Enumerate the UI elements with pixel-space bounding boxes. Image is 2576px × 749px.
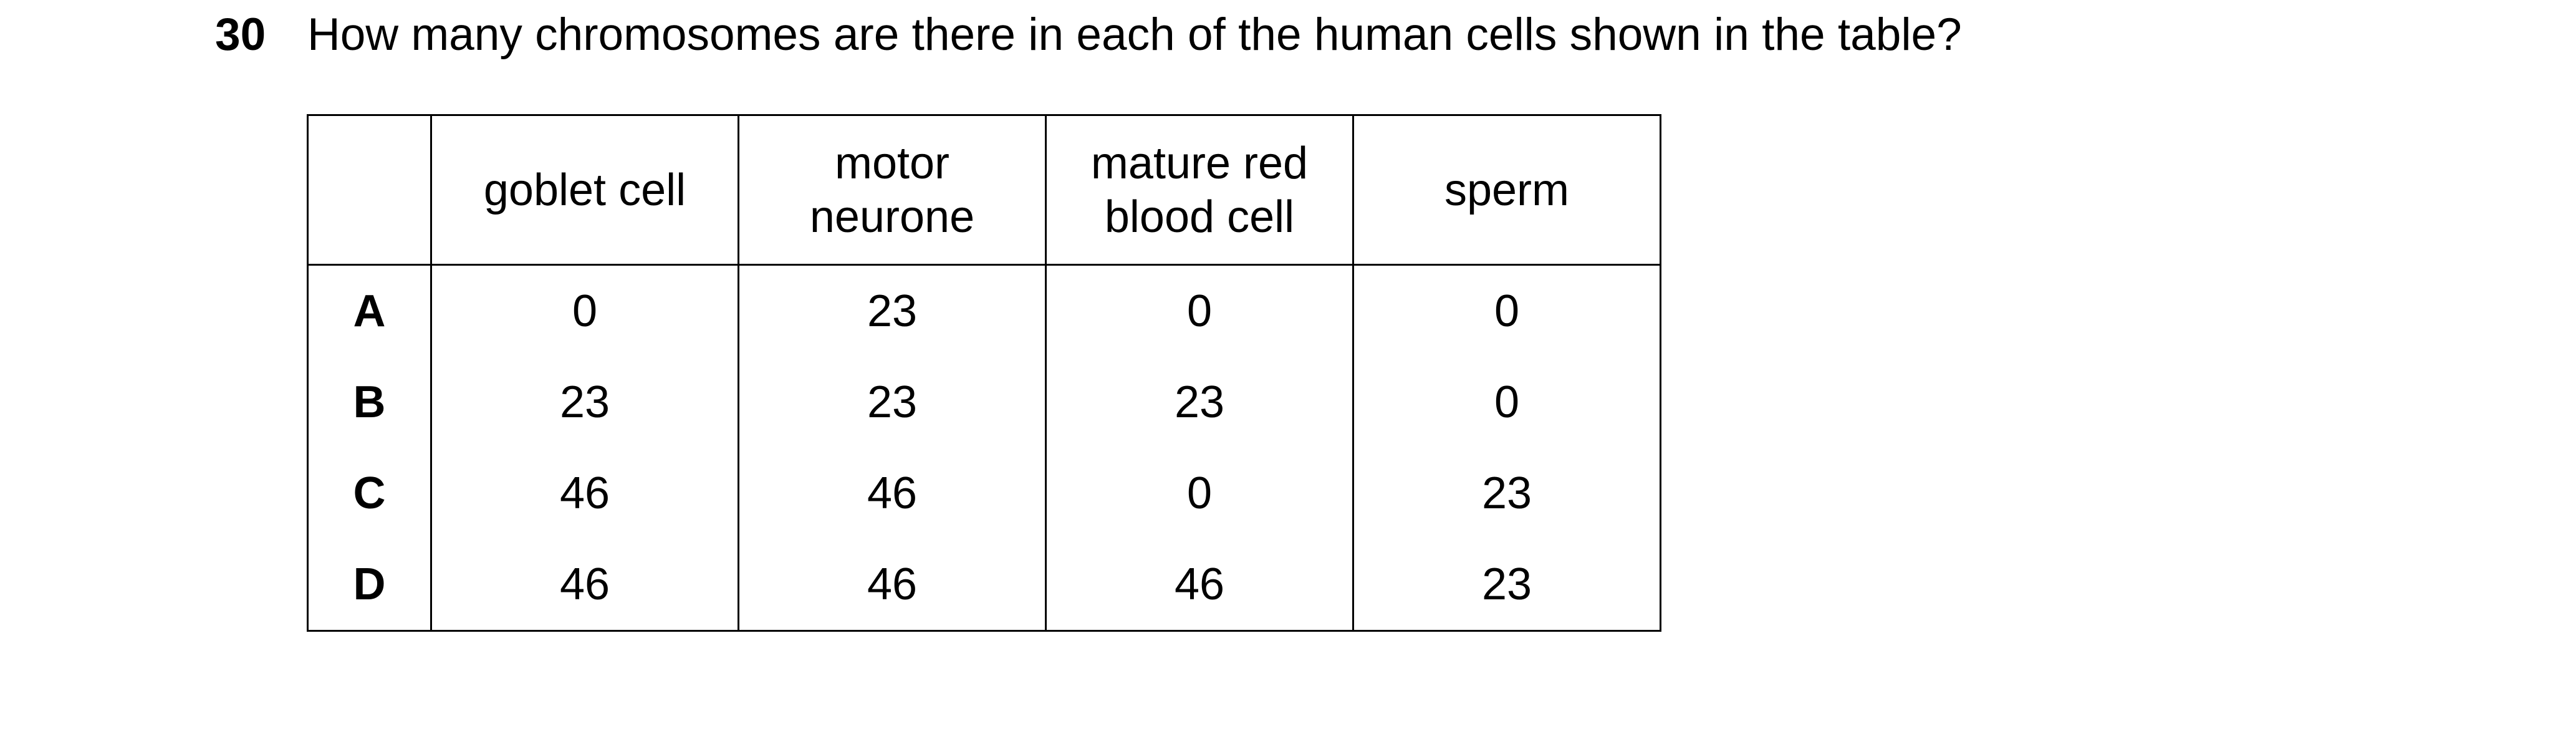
table-cell: 46 [1045,539,1354,632]
question-number: 30 [215,9,266,60]
table-row: B 23 23 23 0 [307,357,1661,448]
table-cell: 0 [1352,264,1661,357]
row-label-c: C [307,448,432,539]
header-sperm: sperm [1352,114,1661,266]
row-label-d: D [307,539,432,632]
table-row: C 46 46 0 23 [307,448,1661,539]
header-mature-red-blood-cell: mature red blood cell [1045,114,1354,266]
question-text: How many chromosomes are there in each o… [307,9,1962,60]
table-cell: 0 [1045,448,1354,539]
table-cell: 0 [1352,357,1661,448]
table-cell: 46 [430,539,739,632]
table-cell: 23 [738,357,1047,448]
table-cell: 23 [1352,539,1661,632]
table-cell: 23 [738,264,1047,357]
header-motor-neurone: motor neurone [738,114,1047,266]
table-cell: 23 [1352,448,1661,539]
table-cell: 23 [1045,357,1354,448]
row-label-b: B [307,357,432,448]
row-label-a: A [307,264,432,357]
table-row: A 0 23 0 0 [307,264,1661,357]
table-row: D 46 46 46 23 [307,539,1661,632]
table-cell: 46 [430,448,739,539]
question-line: 30 How many chromosomes are there in eac… [215,0,1962,69]
table-cell: 23 [430,357,739,448]
table-header-row: goblet cell motor neurone mature red blo… [307,114,1661,266]
header-goblet-cell: goblet cell [430,114,739,266]
header-empty-cell [307,114,432,266]
table-cell: 46 [738,539,1047,632]
table-cell: 0 [430,264,739,357]
table-cell: 0 [1045,264,1354,357]
chromosome-table: goblet cell motor neurone mature red blo… [307,114,1661,632]
table-cell: 46 [738,448,1047,539]
